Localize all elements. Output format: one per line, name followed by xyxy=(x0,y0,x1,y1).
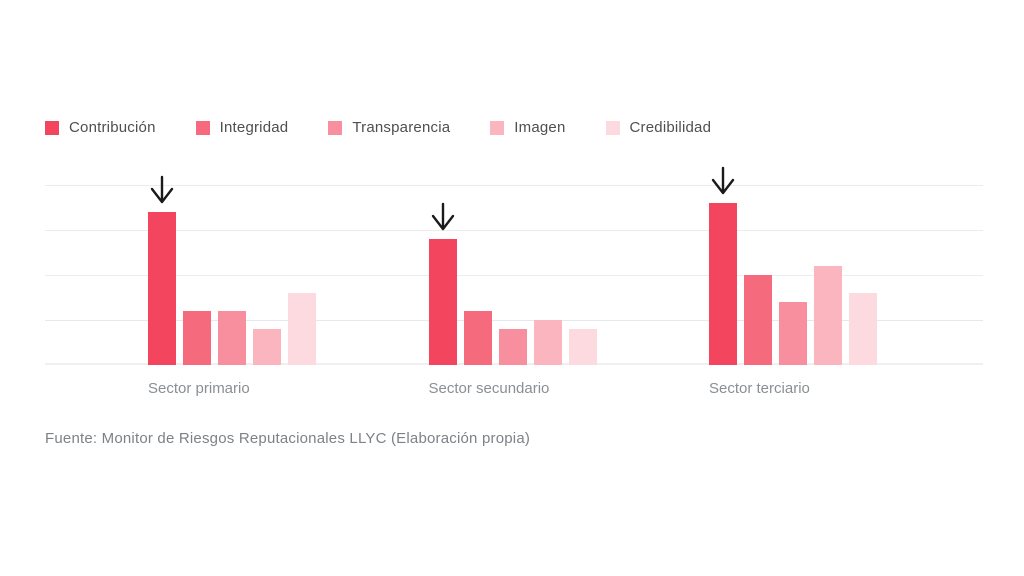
chart-area: Sector primario Sector secundario Sector t… xyxy=(45,166,983,397)
bar-group: Sector terciario xyxy=(709,166,877,397)
category-label: Sector terciario xyxy=(709,380,810,397)
legend-label: Credibilidad xyxy=(629,119,712,136)
legend-swatch xyxy=(328,120,343,135)
bar-group: Sector primario xyxy=(148,175,316,397)
bar-transparencia xyxy=(779,302,807,365)
bar-credibilidad xyxy=(849,293,877,365)
bar-imagen xyxy=(533,320,562,365)
legend-label: Imagen xyxy=(514,119,566,136)
gridline xyxy=(45,185,983,186)
legend-label: Transparencia xyxy=(352,119,451,136)
category-label: Sector secundario xyxy=(428,380,550,397)
bar-contribucion xyxy=(148,212,176,365)
legend-item: Integridad xyxy=(195,119,289,136)
legend-swatch xyxy=(490,120,505,135)
bar-integridad xyxy=(744,275,772,365)
bar-imagen xyxy=(814,266,842,365)
source-caption: Fuente: Monitor de Riesgos Reputacionale… xyxy=(45,430,531,447)
legend-item: Transparencia xyxy=(328,119,450,136)
bar-credibilidad xyxy=(568,329,597,365)
arrow-down-icon xyxy=(150,175,174,204)
legend-swatch xyxy=(605,120,620,135)
bar-group: Sector secundario xyxy=(428,185,597,397)
legend-item: Credibilidad xyxy=(605,119,712,136)
arrow-down-icon xyxy=(711,166,735,195)
bar-integridad xyxy=(183,311,211,365)
chart-legend: Contribución Integridad Transparencia Image… xyxy=(45,119,711,136)
legend-swatch xyxy=(195,120,210,135)
gridline xyxy=(45,320,983,321)
category-label: Sector primario xyxy=(148,380,250,397)
bar-contribucion xyxy=(709,203,737,365)
arrow-down-icon xyxy=(431,202,454,231)
gridline xyxy=(45,275,983,276)
gridline xyxy=(45,230,983,231)
legend-item: Imagen xyxy=(490,119,565,136)
bar-transparencia xyxy=(498,329,527,365)
bar-imagen xyxy=(253,329,281,365)
legend-swatch xyxy=(45,120,59,135)
legend-label: Integridad xyxy=(219,119,289,136)
legend-item: Contribución xyxy=(45,119,156,136)
bar-transparencia xyxy=(218,311,246,365)
bar-credibilidad xyxy=(288,293,316,365)
legend-label: Contribución xyxy=(69,119,156,136)
bar-contribucion xyxy=(428,239,457,365)
bar-integridad xyxy=(463,311,492,365)
